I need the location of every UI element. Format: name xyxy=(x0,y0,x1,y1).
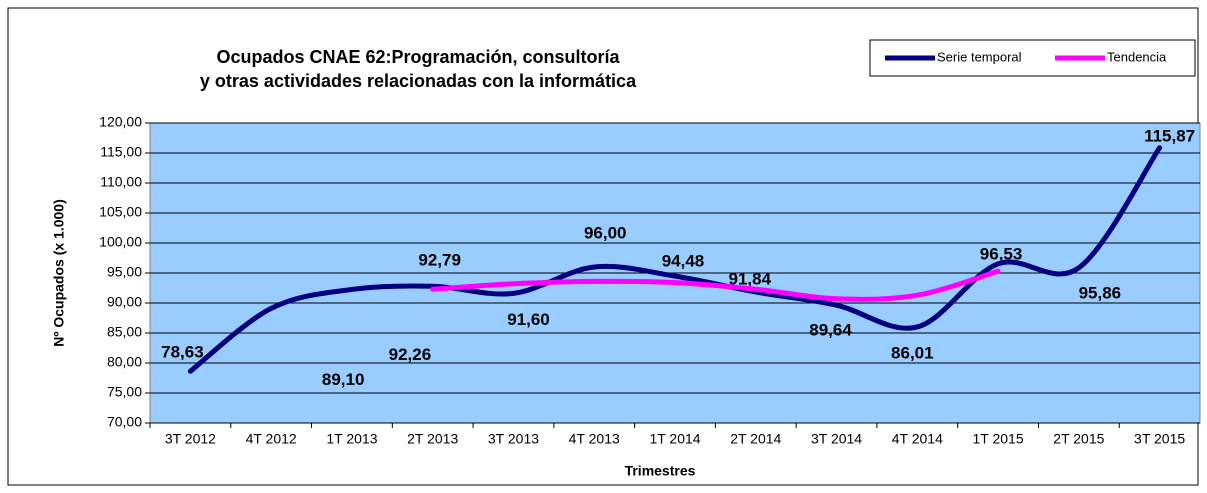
x-axis-label: Trimestres xyxy=(625,463,696,479)
data-label: 92,79 xyxy=(418,251,461,270)
y-tick-label: 70,00 xyxy=(107,414,142,430)
y-tick-label: 85,00 xyxy=(107,324,142,340)
x-tick-label: 3T 2014 xyxy=(811,431,862,447)
y-tick-label: 110,00 xyxy=(100,174,142,190)
x-tick-label: 4T 2013 xyxy=(569,431,620,447)
x-tick-label: 4T 2014 xyxy=(892,431,943,447)
data-label: 78,63 xyxy=(161,343,204,362)
data-label: 89,64 xyxy=(809,321,852,340)
data-label: 115,87 xyxy=(1144,126,1195,145)
x-tick-label: 2T 2014 xyxy=(730,431,781,447)
x-tick-label: 1T 2014 xyxy=(649,431,700,447)
x-tick-label: 4T 2012 xyxy=(246,431,297,447)
y-tick-label: 75,00 xyxy=(107,384,142,400)
chart-title: Ocupados CNAE 62:Programación, consultor… xyxy=(216,47,620,67)
x-tick-label: 2T 2013 xyxy=(407,431,458,447)
data-label: 91,60 xyxy=(507,310,550,329)
legend-label: Tendencia xyxy=(1107,49,1167,64)
data-label: 95,86 xyxy=(1079,283,1122,302)
chart-title: y otras actividades relacionadas con la … xyxy=(200,71,637,91)
x-tick-label: 3T 2012 xyxy=(165,431,216,447)
data-label: 91,84 xyxy=(728,269,771,288)
y-axis-label: Nº Ocupados (x 1.000) xyxy=(51,199,67,347)
x-tick-label: 1T 2015 xyxy=(973,431,1024,447)
legend-label: Serie temporal xyxy=(937,49,1022,64)
y-tick-label: 105,00 xyxy=(99,204,142,220)
y-tick-label: 90,00 xyxy=(107,294,142,310)
data-label: 94,48 xyxy=(662,252,705,271)
x-tick-label: 3T 2013 xyxy=(488,431,539,447)
data-label: 96,53 xyxy=(980,244,1023,263)
data-label: 96,00 xyxy=(584,223,627,242)
x-tick-label: 2T 2015 xyxy=(1053,431,1104,447)
series-line xyxy=(187,145,1163,374)
x-tick-label: 1T 2013 xyxy=(326,431,377,447)
y-tick-label: 95,00 xyxy=(107,264,142,280)
y-tick-label: 80,00 xyxy=(107,354,142,370)
x-tick-label: 3T 2015 xyxy=(1134,431,1185,447)
data-label: 92,26 xyxy=(389,345,432,364)
series-line xyxy=(430,268,1001,302)
data-label: 86,01 xyxy=(891,343,934,362)
data-label: 89,10 xyxy=(322,370,365,389)
y-tick-label: 100,00 xyxy=(99,234,142,250)
y-tick-label: 120,00 xyxy=(99,114,142,130)
y-tick-label: 115,00 xyxy=(100,144,142,160)
